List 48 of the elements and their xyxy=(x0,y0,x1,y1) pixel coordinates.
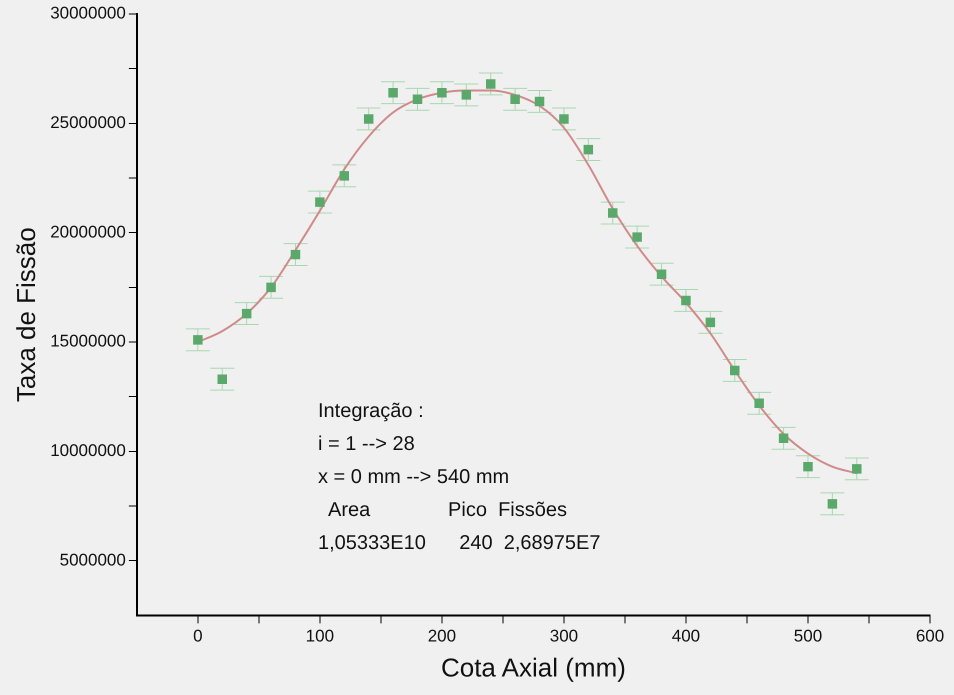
x-tick-label: 100 xyxy=(306,626,334,646)
y-tick-label: 25000000 xyxy=(50,113,126,132)
point xyxy=(730,366,740,376)
point xyxy=(754,398,764,408)
point xyxy=(608,208,618,218)
point xyxy=(632,232,642,242)
point xyxy=(486,79,496,89)
annotation: i = 1 --> 28 xyxy=(318,432,416,457)
x-tick-label: 600 xyxy=(916,626,944,646)
point xyxy=(218,374,227,384)
y-tick-label: 15000000 xyxy=(50,332,126,351)
point xyxy=(242,308,252,318)
point xyxy=(266,282,276,292)
x-tick-label: 300 xyxy=(550,626,578,646)
point xyxy=(462,90,472,100)
point xyxy=(315,197,325,207)
y-tick-label: 30000000 xyxy=(50,4,126,23)
point xyxy=(559,114,569,124)
annotation: Area Pico Fissões xyxy=(327,498,568,523)
point xyxy=(388,88,398,98)
point xyxy=(364,114,374,124)
x-tick-label: 200 xyxy=(428,626,456,646)
y-axis-title: Taxa de Fissão xyxy=(10,227,41,402)
point xyxy=(852,464,862,474)
x-axis-title: Cota Axial (mm) xyxy=(440,652,626,683)
x-tick-label: 400 xyxy=(672,626,700,646)
point xyxy=(828,499,838,509)
point xyxy=(193,335,203,345)
point xyxy=(437,88,447,98)
point xyxy=(778,434,788,444)
point xyxy=(584,144,594,154)
annotation: 1,05333E10 240 2,68975E7 xyxy=(318,531,600,556)
point xyxy=(412,94,422,104)
annotation: x = 0 mm --> 540 mm xyxy=(318,465,510,490)
y-tick-label: 10000000 xyxy=(50,441,126,460)
point xyxy=(340,171,350,181)
y-tick-label: 20000000 xyxy=(50,222,126,242)
point xyxy=(534,96,544,106)
point xyxy=(656,270,666,279)
point xyxy=(803,462,813,472)
x-tick-label: 500 xyxy=(794,626,822,646)
point xyxy=(706,318,716,328)
x-tick-label: 0 xyxy=(193,626,203,646)
point xyxy=(510,94,520,104)
annotation: Integração : xyxy=(318,399,425,424)
point xyxy=(681,296,691,306)
point xyxy=(290,250,300,260)
y-tick-label: 5000000 xyxy=(60,550,126,570)
